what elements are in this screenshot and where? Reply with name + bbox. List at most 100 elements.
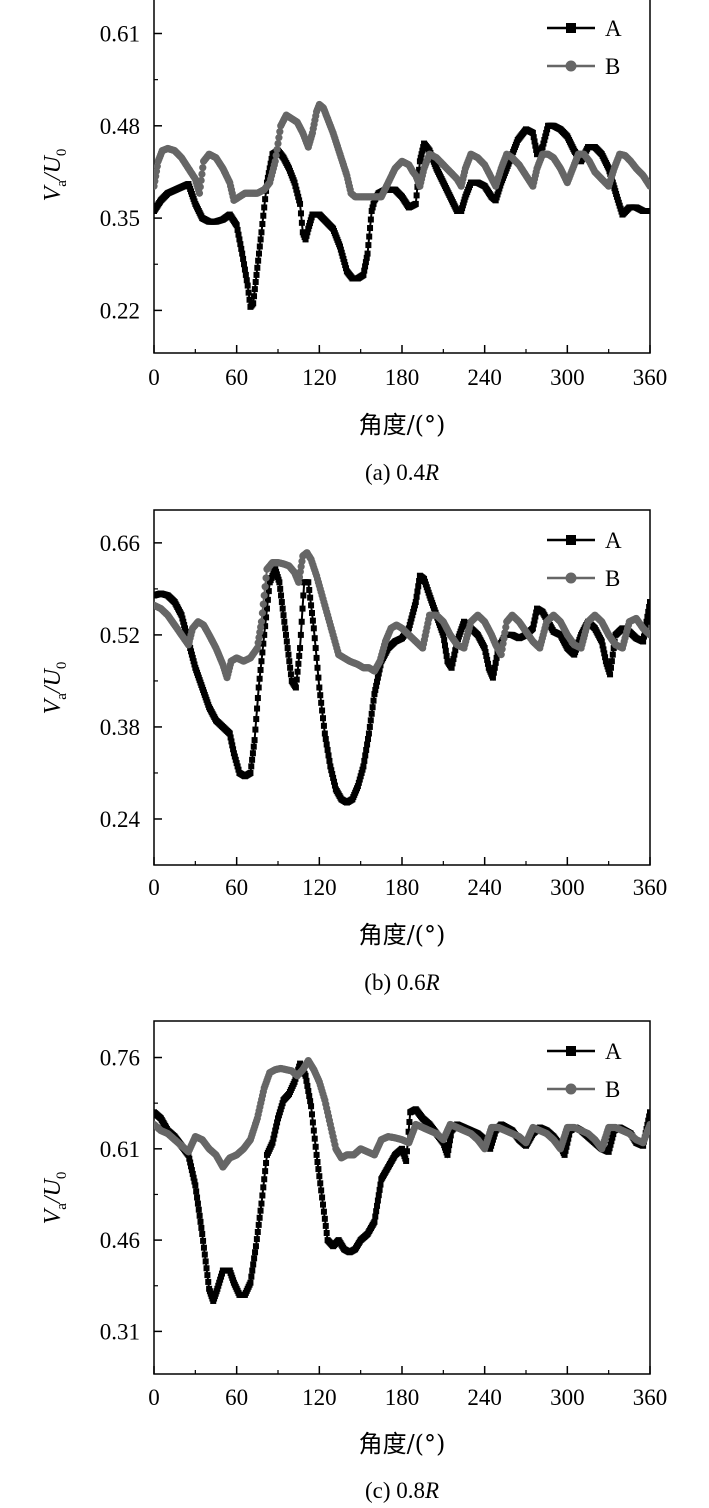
data-point-A <box>247 1279 254 1286</box>
data-point-A <box>250 300 257 307</box>
data-point-A <box>253 271 260 278</box>
data-point-A <box>373 682 380 689</box>
data-point-A <box>283 638 290 645</box>
x-axis-label: 角度/(°) <box>359 411 446 439</box>
data-point-A <box>182 628 189 635</box>
data-point-A <box>254 264 261 271</box>
data-point-A <box>242 271 249 278</box>
data-point-A <box>645 1117 650 1124</box>
data-point-A <box>318 1187 325 1194</box>
data-point-A <box>532 613 539 620</box>
data-point-A <box>270 1135 277 1142</box>
data-point-A <box>405 625 412 632</box>
data-point-A <box>610 645 617 652</box>
legend-marker-B <box>565 60 577 72</box>
panel-caption: (a) 0.4R <box>365 460 439 485</box>
legend-label-A: A <box>605 1039 622 1064</box>
data-point-A <box>187 645 194 652</box>
data-point-A <box>600 646 607 653</box>
data-point-A <box>299 605 306 612</box>
data-point-A <box>214 1285 221 1292</box>
data-point-A <box>232 756 239 763</box>
data-point-A <box>331 782 338 789</box>
data-point-A <box>481 645 488 652</box>
x-axis-label: 角度/(°) <box>359 921 446 949</box>
data-point-A <box>561 1151 568 1158</box>
data-point-A <box>331 778 338 785</box>
data-point-A <box>607 671 614 678</box>
data-point-A <box>417 154 424 161</box>
data-point-A <box>605 1148 612 1155</box>
data-point-A <box>295 193 302 200</box>
data-point-A <box>229 742 236 749</box>
legend: AB <box>547 528 622 591</box>
data-point-A <box>259 1192 266 1199</box>
data-point-A <box>226 730 233 737</box>
data-point-B <box>501 629 509 637</box>
data-point-A <box>354 783 361 790</box>
data-point-A <box>443 652 450 659</box>
data-point-A <box>447 1132 454 1139</box>
data-point-A <box>372 686 379 693</box>
data-point-A <box>268 155 275 162</box>
x-tick-label: 300 <box>550 1385 585 1410</box>
data-point-B <box>499 640 507 648</box>
data-point-A <box>259 649 266 656</box>
data-point-A <box>376 666 383 673</box>
data-point-A <box>532 142 539 149</box>
data-point-A <box>278 592 285 599</box>
data-point-A <box>274 1119 281 1126</box>
data-point-A <box>275 1112 282 1119</box>
data-point-A <box>272 1127 279 1134</box>
data-point-A <box>359 766 366 773</box>
data-point-A <box>369 704 376 711</box>
data-point-A <box>255 684 262 691</box>
data-point-A <box>542 133 549 140</box>
data-point-A <box>254 705 261 712</box>
data-point-A <box>263 1160 270 1167</box>
data-point-A <box>321 730 328 737</box>
data-point-A <box>310 625 317 632</box>
y-tick-label: 0.35 <box>100 206 140 231</box>
data-point-A <box>540 140 547 147</box>
data-point-A <box>311 1135 318 1142</box>
data-point-A <box>218 1273 225 1280</box>
x-tick-label: 120 <box>302 1385 337 1410</box>
data-point-A <box>200 1237 207 1244</box>
data-point-A <box>323 1230 330 1237</box>
data-point-B <box>498 645 506 653</box>
data-point-A <box>263 605 270 612</box>
data-point-A <box>338 249 345 256</box>
data-point-A <box>316 1173 323 1180</box>
data-point-A <box>292 684 299 691</box>
data-point-A <box>491 1130 498 1137</box>
data-point-A <box>531 617 538 624</box>
x-tick-label: 180 <box>385 875 420 900</box>
data-point-A <box>406 622 413 629</box>
legend-marker-B <box>565 572 577 584</box>
data-point-A <box>251 293 258 300</box>
legend-label-A: A <box>605 16 622 41</box>
data-point-A <box>371 1218 378 1225</box>
data-point-A <box>305 1087 312 1094</box>
data-point-B <box>196 183 204 191</box>
data-point-A <box>541 137 548 143</box>
data-point-A <box>645 608 650 615</box>
data-point-A <box>183 631 190 638</box>
x-tick-label: 240 <box>467 1385 502 1410</box>
data-point-A <box>248 1273 255 1280</box>
data-point-A <box>307 1098 314 1105</box>
data-point-A <box>492 659 499 666</box>
legend-label-B: B <box>605 54 620 79</box>
data-point-A <box>194 1194 201 1201</box>
legend-marker-A <box>566 23 576 33</box>
data-point-A <box>320 1201 327 1208</box>
data-point-A <box>302 236 309 243</box>
data-point-A <box>284 645 291 652</box>
data-point-A <box>490 669 497 676</box>
data-point-A <box>287 664 294 671</box>
data-point-A <box>343 265 350 272</box>
data-point-B <box>272 151 280 159</box>
data-point-A <box>413 192 420 199</box>
data-point-A <box>361 267 368 274</box>
